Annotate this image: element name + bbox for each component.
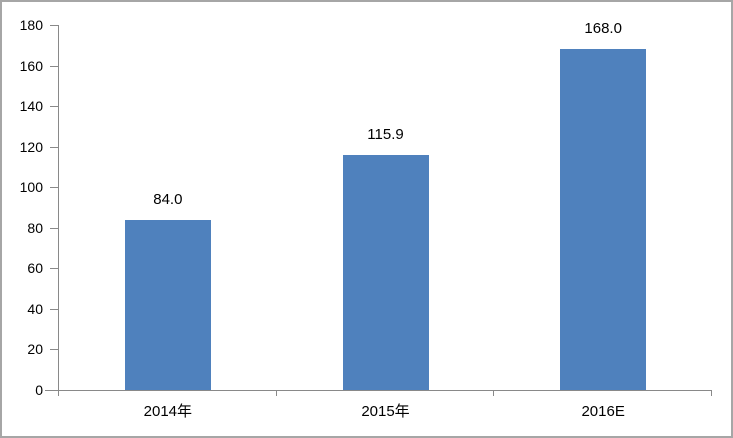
y-axis-tick-label: 60 bbox=[27, 260, 43, 277]
bar-2014年 bbox=[124, 219, 211, 390]
y-axis-tick bbox=[50, 65, 58, 67]
y-axis-tick bbox=[50, 146, 58, 148]
y-axis-tick-label: 120 bbox=[19, 138, 43, 155]
bar-2015年 bbox=[342, 154, 429, 390]
y-axis-line bbox=[58, 25, 59, 396]
bar-value-label: 115.9 bbox=[367, 125, 404, 143]
y-axis-tick-label: 80 bbox=[27, 219, 43, 236]
y-axis-tick bbox=[50, 308, 58, 310]
bar-value-label: 84.0 bbox=[153, 190, 183, 208]
y-axis-tick bbox=[50, 106, 58, 108]
y-axis-tick-label: 0 bbox=[35, 382, 43, 398]
y-axis-tick-label: 100 bbox=[19, 179, 43, 196]
x-axis-tick bbox=[493, 390, 495, 396]
y-axis-tick-label: 40 bbox=[27, 300, 43, 317]
y-axis-tick-label: 160 bbox=[19, 57, 43, 74]
x-axis-category-label: 2014年 bbox=[143, 403, 193, 420]
y-axis-tick bbox=[50, 187, 58, 189]
x-axis-tick bbox=[275, 390, 277, 396]
y-axis-tick-label: 20 bbox=[27, 341, 43, 358]
x-axis-line bbox=[45, 390, 712, 391]
y-axis-tick-label: 140 bbox=[19, 98, 43, 115]
x-axis-category-label: 2015年 bbox=[361, 403, 410, 420]
bar-value-label: 168.0 bbox=[584, 20, 622, 38]
x-axis-tick bbox=[711, 390, 712, 396]
y-axis-tick bbox=[50, 227, 58, 229]
y-axis-tick bbox=[50, 25, 58, 26]
y-axis-tick-label: 180 bbox=[19, 17, 43, 33]
bar-2016E bbox=[560, 49, 647, 390]
x-axis-tick bbox=[58, 390, 59, 396]
x-axis-category-label: 2016E bbox=[581, 403, 625, 420]
y-axis-tick bbox=[50, 268, 58, 270]
y-axis-tick bbox=[50, 349, 58, 351]
